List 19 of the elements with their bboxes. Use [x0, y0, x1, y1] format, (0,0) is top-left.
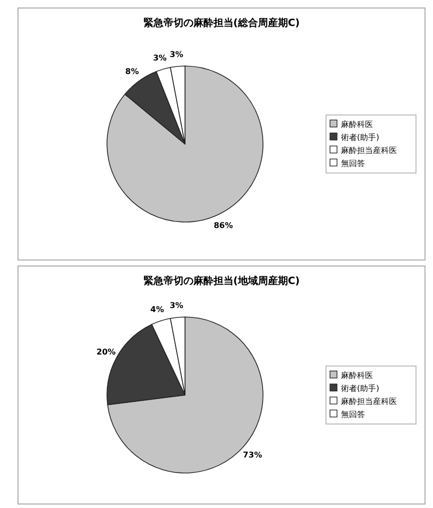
chart-title: 緊急帝切の麻酔担当(地域周産期C) [143, 275, 300, 287]
legend-label: 術者(助手) [341, 384, 380, 393]
data-label: 20% [96, 347, 116, 356]
data-label: 3% [170, 301, 184, 310]
data-label: 86% [214, 221, 233, 230]
legend-label: 麻酔担当産科医 [341, 146, 397, 155]
legend-label: 無回答 [341, 159, 365, 168]
legend-label: 麻酔科医 [341, 371, 373, 380]
data-label: 8% [125, 66, 139, 76]
legend-label: 麻酔担当産科医 [341, 397, 397, 406]
data-label: 3% [170, 50, 184, 60]
legend-label: 術者(助手) [341, 133, 380, 142]
data-label: 73% [242, 450, 262, 460]
pie-slice [106, 66, 264, 222]
chart-title: 緊急帝切の麻酔担当(総合周産期C) [143, 17, 300, 29]
legend-label: 無回答 [341, 410, 365, 419]
data-label: 3% [153, 53, 167, 62]
legend-label: 麻酔科医 [341, 120, 373, 129]
data-label: 4% [150, 305, 164, 314]
